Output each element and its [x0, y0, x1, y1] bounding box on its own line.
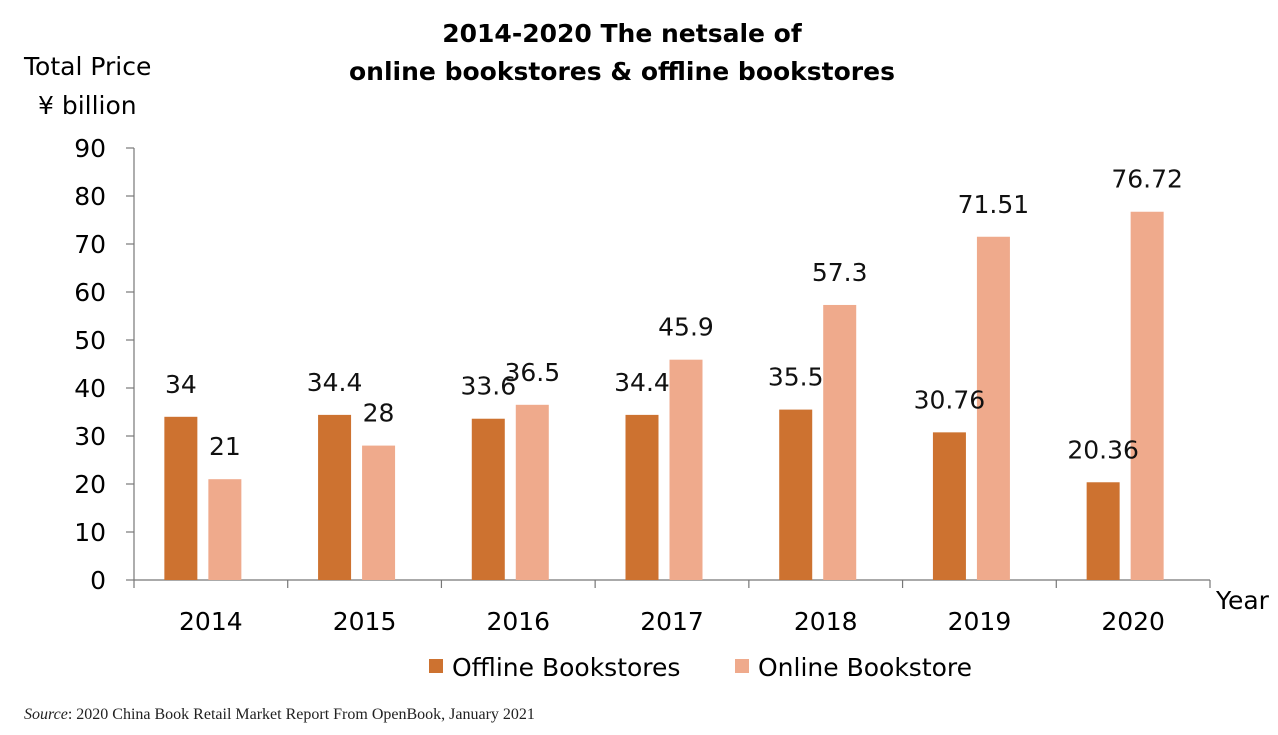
legend-swatch-offline	[429, 659, 443, 673]
online-bar-2016	[515, 404, 549, 580]
offline-data-label-2016: 33.6	[460, 372, 516, 401]
online-bar-2015	[362, 445, 396, 580]
online-bar-2014	[208, 479, 242, 580]
chart-panel: 2014-2020 The netsale of online bookstore…	[23, 19, 1270, 682]
legend-label-offline: Offline Bookstores	[452, 653, 680, 682]
offline-data-label-2019: 30.76	[914, 385, 986, 414]
offline-data-label-2015: 34.4	[307, 368, 363, 397]
online-data-label-2019: 71.51	[958, 190, 1030, 219]
offline-bar-2019	[932, 432, 966, 580]
y-tick-label: 80	[74, 182, 106, 211]
online-bar-2018	[823, 304, 857, 580]
y-tick-label: 20	[74, 470, 106, 499]
y-tick-label: 70	[74, 230, 106, 259]
online-data-label-2015: 28	[363, 399, 395, 428]
online-bar-2020	[1130, 211, 1164, 580]
legend-swatch-online	[735, 659, 749, 673]
x-tick-label: 2020	[1101, 607, 1165, 636]
online-bar-2019	[976, 236, 1010, 580]
source-text: : 2020 China Book Retail Market Report F…	[67, 706, 535, 723]
y-tick-label: 60	[74, 278, 106, 307]
x-tick-label: 2018	[794, 607, 858, 636]
y-tick-label: 90	[74, 134, 106, 163]
x-tick-label: 2017	[640, 607, 704, 636]
y-tick-label: 10	[74, 518, 106, 547]
online-data-label-2017: 45.9	[658, 313, 714, 342]
bar-chart: 2014-2020 The netsale of online bookstore…	[23, 19, 1270, 682]
offline-data-label-2014: 34	[165, 370, 197, 399]
chart-title-line-2: online bookstores & offline bookstores	[349, 57, 895, 86]
x-tick-label: 2016	[486, 607, 550, 636]
y-tick-label: 30	[74, 422, 106, 451]
online-data-label-2018: 57.3	[812, 258, 868, 287]
online-data-label-2014: 21	[209, 432, 241, 461]
x-tick-label: 2015	[333, 607, 397, 636]
y-tick-label: 40	[74, 374, 106, 403]
offline-data-label-2018: 35.5	[768, 363, 824, 392]
offline-bar-2017	[625, 414, 659, 580]
chart-title-line-1: 2014-2020 The netsale of	[442, 19, 803, 48]
x-tick-label: 2019	[948, 607, 1012, 636]
y-axis-label-line-1: Total Price	[23, 52, 151, 81]
online-data-label-2020: 76.72	[1111, 165, 1183, 194]
online-data-label-2016: 36.5	[504, 358, 560, 387]
offline-bar-2015	[318, 414, 352, 580]
offline-bar-2014	[164, 416, 198, 580]
online-bar-2017	[669, 359, 703, 580]
x-axis-label: Year	[1215, 586, 1270, 615]
x-tick-label: 2014	[179, 607, 243, 636]
offline-data-label-2020: 20.36	[1067, 435, 1139, 464]
y-tick-label: 0	[90, 566, 106, 595]
offline-bar-2018	[779, 409, 813, 580]
legend-label-online: Online Bookstore	[758, 653, 972, 682]
source-note: Source: 2020 China Book Retail Market Re…	[24, 706, 535, 724]
offline-data-label-2017: 34.4	[614, 368, 670, 397]
offline-bar-2020	[1086, 482, 1120, 580]
y-axis-label-line-2: ¥ billion	[38, 91, 137, 120]
offline-bar-2016	[471, 418, 505, 580]
y-tick-label: 50	[74, 326, 106, 355]
source-label: Source	[24, 706, 68, 723]
